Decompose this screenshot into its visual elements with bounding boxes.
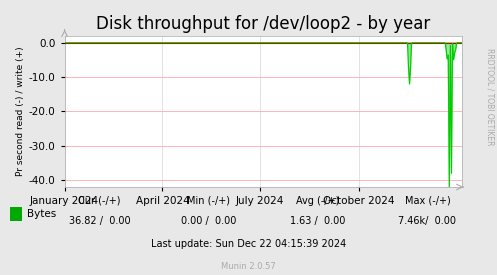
Text: Bytes: Bytes (27, 209, 57, 219)
FancyBboxPatch shape (10, 207, 22, 221)
Text: Avg (-/+): Avg (-/+) (296, 196, 340, 206)
Text: Last update: Sun Dec 22 04:15:39 2024: Last update: Sun Dec 22 04:15:39 2024 (151, 239, 346, 249)
Text: RRDTOOL / TOBI OETIKER: RRDTOOL / TOBI OETIKER (485, 48, 494, 145)
Text: Min (-/+): Min (-/+) (187, 196, 230, 206)
Text: Max (-/+): Max (-/+) (405, 196, 450, 206)
Text: 7.46k/  0.00: 7.46k/ 0.00 (399, 216, 456, 226)
Text: 1.63 /  0.00: 1.63 / 0.00 (290, 216, 346, 226)
Y-axis label: Pr second read (-) / write (+): Pr second read (-) / write (+) (16, 46, 25, 176)
Text: 36.82 /  0.00: 36.82 / 0.00 (69, 216, 130, 226)
Text: Cur (-/+): Cur (-/+) (78, 196, 121, 206)
Text: Munin 2.0.57: Munin 2.0.57 (221, 262, 276, 271)
Text: 0.00 /  0.00: 0.00 / 0.00 (181, 216, 237, 226)
Title: Disk throughput for /dev/loop2 - by year: Disk throughput for /dev/loop2 - by year (96, 15, 430, 33)
